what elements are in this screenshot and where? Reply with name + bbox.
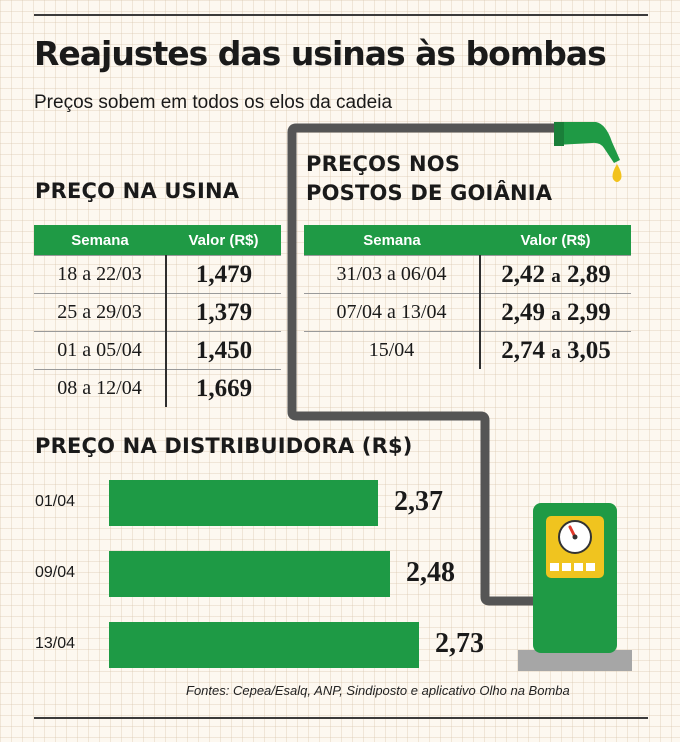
sources-note: Fontes: Cepea/Esalq, ANP, Sindiposto e a… [186,683,570,698]
bar-category-label: 01/04 [35,493,76,510]
usina-valor-cell: 1,479 [165,255,281,294]
usina-semana-cell: 18 a 22/03 [34,255,166,294]
usina-semana-cell: 08 a 12/04 [34,369,166,407]
postos-heading-line1: PREÇOS NOS [306,152,461,176]
usina-col-semana: Semana [34,225,166,256]
range-separator: a [551,265,561,287]
postos-table: Semana Valor (R$) 31/03 a 06/04 2,42 a 2… [304,225,631,369]
distribuidora-bar [109,622,419,668]
fuel-pipe [287,123,563,606]
table-row: 18 a 22/03 1,479 [34,255,281,294]
bar-value-label: 2,48 [406,557,455,588]
bar-value-label: 2,37 [394,486,443,517]
range-separator: a [551,341,561,363]
page-title: Reajustes das usinas às bombas [34,34,607,73]
top-rule [34,14,648,16]
table-row: 25 a 29/03 1,379 [34,293,281,332]
bar-category-label: 09/04 [35,564,76,581]
fuel-nozzle-icon [554,122,620,163]
postos-max-value: 2,99 [567,298,611,326]
table-row: 15/04 2,74 a 3,05 [304,331,631,369]
bottom-rule [34,717,648,719]
postos-semana-cell: 07/04 a 13/04 [304,293,480,332]
fuel-pump-icon [518,503,632,671]
page-subtitle: Preços sobem em todos os elos da cadeia [34,92,393,113]
table-row: 08 a 12/04 1,669 [34,369,281,407]
gauge-icon [558,520,592,554]
postos-valor-cell: 2,74 a 3,05 [479,331,631,369]
postos-heading-line2: POSTOS DE GOIÂNIA [306,181,553,205]
usina-semana-cell: 25 a 29/03 [34,293,166,332]
postos-min-value: 2,74 [501,336,545,364]
usina-table: Semana Valor (R$) 18 a 22/03 1,479 25 a … [34,225,281,407]
postos-max-value: 3,05 [567,336,611,364]
postos-col-semana: Semana [304,225,480,256]
postos-max-value: 2,89 [567,260,611,288]
table-row: 31/03 a 06/04 2,42 a 2,89 [304,255,631,294]
postos-heading: PREÇOS NOS POSTOS DE GOIÂNIA [306,150,552,208]
table-row: 01 a 05/04 1,450 [34,331,281,370]
usina-valor-cell: 1,669 [165,369,281,407]
postos-col-valor: Valor (R$) [480,225,631,256]
postos-semana-cell: 31/03 a 06/04 [304,255,480,294]
range-separator: a [551,303,561,325]
bar-value-label: 2,73 [435,628,484,659]
distribuidora-bar [109,551,390,597]
postos-min-value: 2,42 [501,260,545,288]
usina-heading: PREÇO NA USINA [35,179,240,203]
postos-valor-cell: 2,49 a 2,99 [479,293,631,332]
bar-category-label: 13/04 [35,635,76,652]
postos-valor-cell: 2,42 a 2,89 [479,255,631,294]
usina-valor-cell: 1,450 [165,331,281,370]
usina-semana-cell: 01 a 05/04 [34,331,166,370]
distribuidora-bar [109,480,378,526]
postos-min-value: 2,49 [501,298,545,326]
usina-valor-cell: 1,379 [165,293,281,332]
fuel-drop-icon [612,164,622,182]
distribuidora-heading: PREÇO NA DISTRIBUIDORA (R$) [35,434,413,458]
postos-semana-cell: 15/04 [304,331,480,369]
table-row: 07/04 a 13/04 2,49 a 2,99 [304,293,631,332]
usina-col-valor: Valor (R$) [166,225,281,256]
